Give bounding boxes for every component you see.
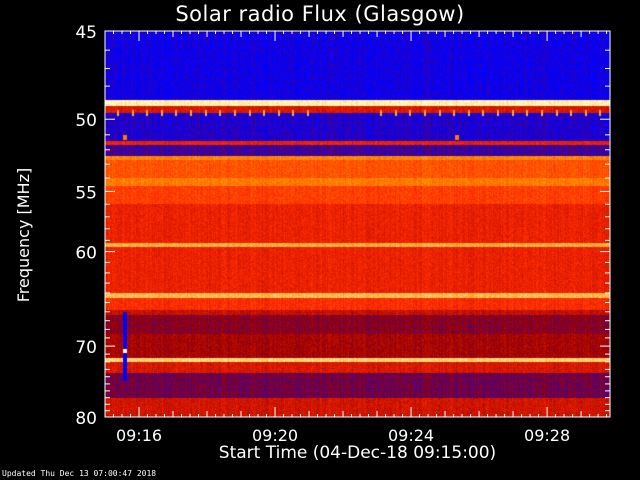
x-tick-label: 09:24 (388, 426, 434, 445)
y-axis-label: Frequency [MHz] (14, 167, 33, 303)
plot-frame (104, 30, 611, 418)
y-tick-label: 60 (75, 244, 97, 264)
x-tick-label: 09:20 (252, 426, 298, 445)
y-tick-label: 45 (75, 23, 97, 43)
updated-timestamp: Updated Thu Dec 13 07:00:47 2018 (2, 469, 157, 478)
chart-title: Solar radio Flux (Glasgow) (175, 2, 465, 26)
y-tick-label: 50 (75, 111, 97, 131)
y-tick-label: 70 (75, 338, 97, 358)
y-tick-label: 80 (75, 409, 97, 429)
x-tick-label: 09:16 (116, 426, 162, 445)
y-tick-label: 55 (75, 183, 97, 203)
x-tick-label: 09:28 (524, 426, 570, 445)
x-axis-label: Start Time (04-Dec-18 09:15:00) (218, 443, 497, 463)
